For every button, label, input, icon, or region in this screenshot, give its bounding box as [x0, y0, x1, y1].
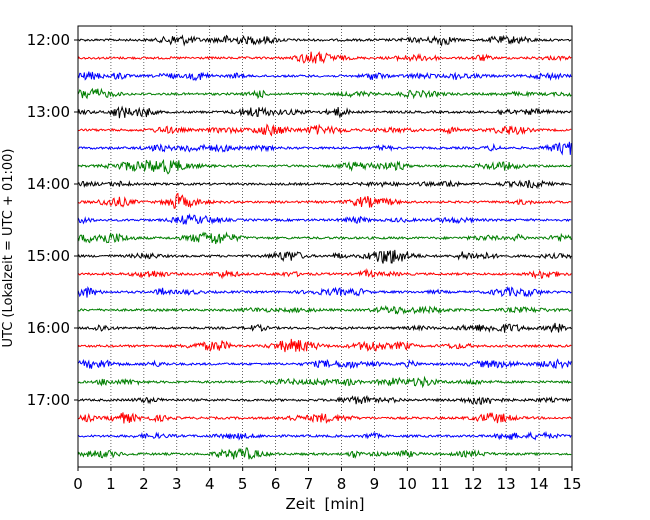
x-tick-label: 13 — [497, 475, 516, 493]
trace-1615 — [77, 338, 572, 353]
trace-1530 — [77, 286, 572, 298]
x-tick-label: 10 — [398, 475, 417, 493]
trace-1200 — [77, 34, 572, 47]
trace-1500 — [77, 249, 572, 264]
x-tick-label: 2 — [139, 475, 149, 493]
x-tick-label: 4 — [205, 475, 215, 493]
trace-1330 — [77, 141, 572, 156]
y-tick-label: 12:00 — [27, 31, 70, 49]
trace-1600 — [77, 322, 572, 334]
trace-1630 — [77, 358, 572, 370]
x-axis: 0 1 2 3 4 5 6 7 8 9 10 11 12 13 14 15 — [73, 467, 582, 493]
trace-1230 — [77, 71, 572, 82]
x-tick-label: 0 — [73, 475, 83, 493]
x-tick-label: 5 — [238, 475, 248, 493]
trace-1400 — [77, 179, 572, 190]
y-tick-label: 14:00 — [27, 175, 70, 193]
trace-1715 — [77, 412, 572, 424]
trace-1300 — [77, 105, 572, 119]
x-tick-label: 8 — [337, 475, 347, 493]
y-tick-label: 17:00 — [27, 391, 70, 409]
y-tick-label: 16:00 — [27, 319, 70, 337]
trace-1445 — [77, 231, 572, 245]
y-tick-label: 13:00 — [27, 103, 70, 121]
x-tick-label: 15 — [562, 475, 581, 493]
x-tick-label: 9 — [370, 475, 380, 493]
trace-1700 — [77, 394, 572, 405]
y-axis-label: UTC (Lokalzeit = UTC + 01:00) — [1, 149, 16, 348]
trace-1545 — [77, 305, 572, 315]
trace-1415 — [77, 192, 572, 209]
x-tick-label: 14 — [530, 475, 549, 493]
x-tick-label: 7 — [304, 475, 314, 493]
trace-1430 — [77, 213, 572, 225]
x-tick-label: 3 — [172, 475, 182, 493]
trace-1345 — [77, 158, 572, 175]
trace-1745 — [77, 447, 572, 460]
trace-1245 — [77, 87, 572, 100]
y-axis: 12:00 13:00 14:00 15:00 16:00 17:00 — [27, 31, 78, 409]
y-tick-label: 15:00 — [27, 247, 70, 265]
trace-1215 — [77, 51, 572, 65]
traces — [77, 34, 572, 460]
x-tick-label: 12 — [464, 475, 483, 493]
trace-1515 — [77, 268, 572, 280]
x-tick-label: 6 — [271, 475, 281, 493]
trace-1730 — [77, 430, 572, 441]
trace-1645 — [77, 375, 572, 389]
x-tick-label: 1 — [106, 475, 116, 493]
x-tick-label: 11 — [431, 475, 450, 493]
plot-frame — [77, 25, 573, 468]
trace-1315 — [77, 123, 572, 137]
x-axis-label: Zeit [min] — [285, 495, 364, 513]
